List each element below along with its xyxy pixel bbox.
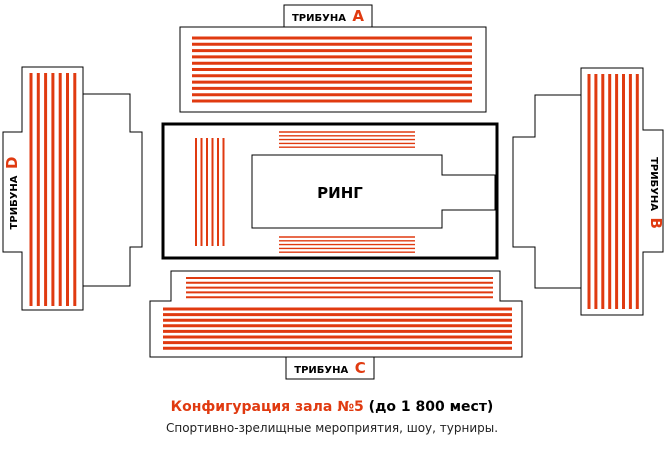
stand-d-word: ТРИБУНА	[9, 175, 20, 229]
hall-seating-scheme: ТРИБУНА A ТРИБУНА D ТРИБУНА B ТРИБУНА C	[2, 4, 664, 380]
floor-seat-rows	[195, 131, 415, 253]
stand-c-rows	[163, 277, 512, 350]
configuration-subtitle: Спортивно-зрелищные мероприятия, шоу, ту…	[165, 421, 499, 435]
configuration-capacity: (до 1 800 мест)	[368, 399, 494, 415]
stand-d[interactable]: ТРИБУНА D	[2, 66, 143, 311]
arena-floor: РИНГ	[161, 122, 499, 260]
configuration-title: Конфигурация зала №5	[170, 399, 364, 415]
stand-a-letter: A	[352, 7, 364, 25]
stand-b-word: ТРИБУНА	[648, 157, 659, 211]
stand-d-letter: D	[3, 157, 21, 169]
stand-c-letter: C	[355, 359, 366, 377]
stand-b[interactable]: ТРИБУНА B	[512, 67, 664, 316]
stand-b-label: ТРИБУНА B	[647, 157, 664, 229]
stand-a-label-box	[283, 4, 373, 28]
stand-c[interactable]: ТРИБУНА C	[149, 270, 523, 380]
ring-outline	[251, 154, 496, 229]
stand-b-rows	[587, 74, 639, 309]
stand-c-label-box	[285, 356, 375, 380]
stand-d-label: ТРИБУНА D	[3, 157, 21, 230]
stand-a[interactable]: ТРИБУНА A	[179, 4, 487, 113]
stand-d-rows	[29, 73, 77, 306]
stand-a-rows	[192, 36, 472, 103]
ring[interactable]: РИНГ	[251, 154, 496, 229]
stand-c-label: ТРИБУНА C	[294, 359, 365, 377]
stand-d-outline	[2, 66, 84, 311]
stand-a-word: ТРИБУНА	[292, 13, 346, 24]
stand-b-aisle	[512, 94, 582, 289]
configuration-caption: Конфигурация зала №5 (до 1 800 мест)	[0, 399, 664, 415]
ring-label: РИНГ	[317, 184, 363, 202]
stand-c-word: ТРИБУНА	[294, 365, 348, 376]
stand-d-aisle	[82, 93, 143, 287]
stand-a-label: ТРИБУНА A	[292, 7, 364, 25]
stand-b-letter: B	[647, 218, 664, 229]
